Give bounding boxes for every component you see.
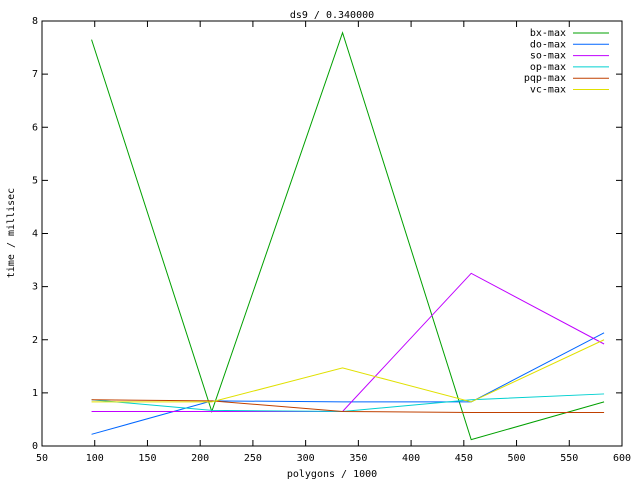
y-tick-label: 5: [32, 175, 38, 186]
x-tick-label: 50: [36, 453, 48, 464]
x-tick-label: 100: [86, 453, 104, 464]
y-tick-label: 2: [32, 335, 38, 346]
x-tick-label: 450: [455, 453, 473, 464]
x-tick-label: 500: [508, 453, 526, 464]
x-tick-label: 600: [613, 453, 631, 464]
legend-label: do-max: [530, 39, 566, 50]
legend-label: bx-max: [530, 28, 566, 39]
x-tick-label: 350: [349, 453, 367, 464]
data-line: [91, 31, 605, 441]
y-tick-label: 8: [32, 16, 38, 27]
legend-label: vc-max: [530, 85, 566, 96]
data-line: [91, 393, 605, 412]
x-tick-label: 150: [138, 453, 156, 464]
y-tick-label: 6: [32, 122, 38, 133]
x-tick-label: 200: [191, 453, 209, 464]
y-tick-label: 4: [32, 229, 38, 240]
x-tick-label: 300: [297, 453, 315, 464]
y-tick-label: 1: [32, 388, 38, 399]
legend-label: so-max: [530, 51, 566, 62]
x-tick-label: 400: [402, 453, 420, 464]
legend-label: pqp-max: [524, 73, 566, 84]
legend-label: op-max: [530, 62, 566, 73]
x-tick-label: 250: [244, 453, 262, 464]
data-line: [91, 332, 605, 435]
x-tick-label: 550: [560, 453, 578, 464]
data-line: [91, 272, 605, 412]
x-axis-label: polygons / 1000: [287, 469, 377, 480]
y-tick-label: 0: [32, 441, 38, 452]
data-line: [91, 339, 605, 403]
y-tick-label: 3: [32, 282, 38, 293]
data-line: [91, 399, 605, 414]
y-axis-label: time / millisec: [6, 188, 17, 278]
chart-title: ds9 / 0.340000: [290, 10, 374, 21]
y-tick-label: 7: [32, 69, 38, 80]
